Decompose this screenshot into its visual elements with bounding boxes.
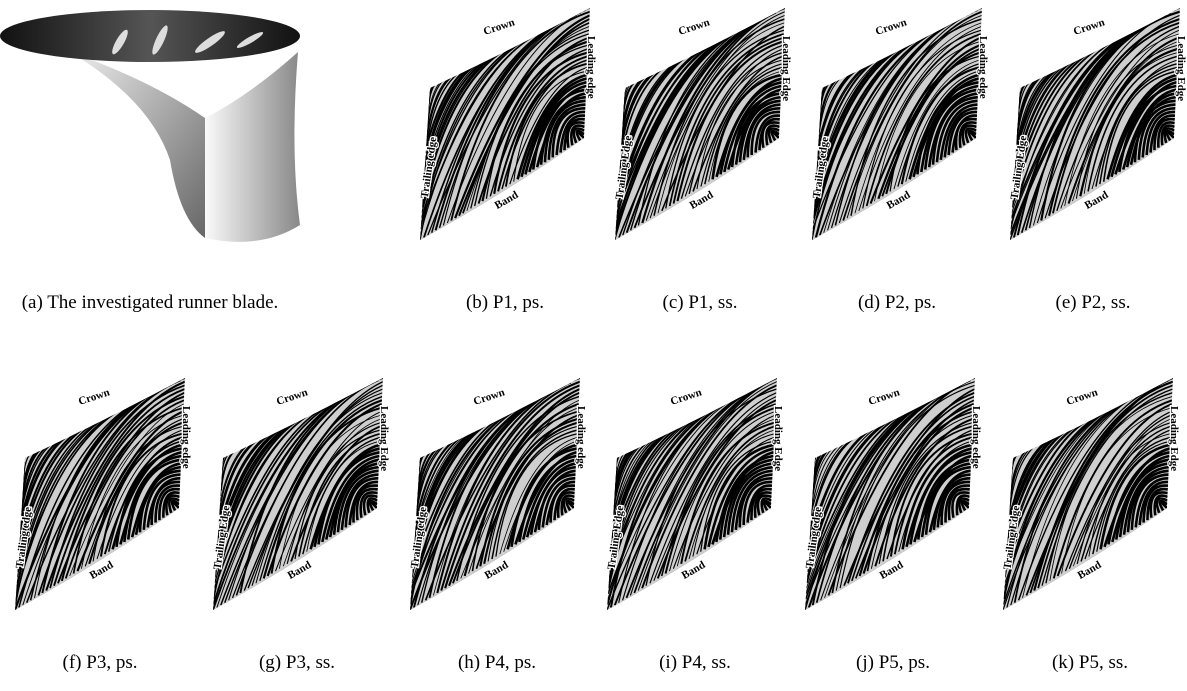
caption: (a) The investigated runner blade. <box>22 292 279 313</box>
caption: (d) P2, ps. <box>858 292 936 313</box>
leading-edge-label: Leading edge <box>970 406 982 469</box>
leading-edge-label: Leading Edge <box>378 406 390 471</box>
crown-label: Crown <box>669 386 703 407</box>
caption: (c) P1, ss. <box>663 292 738 313</box>
crown-label: Crown <box>77 386 111 407</box>
leading-edge-label: Leading edge <box>585 36 597 99</box>
crown-label: Crown <box>677 16 711 37</box>
caption: (i) P4, ss. <box>659 652 731 673</box>
caption: (e) P2, ss. <box>1056 292 1131 313</box>
crown-label: Crown <box>1065 386 1099 407</box>
leading-edge-label: Leading edge <box>977 36 989 99</box>
crown-label: Crown <box>275 386 309 407</box>
leading-edge-label: Leading edge <box>575 406 587 469</box>
crown-label: Crown <box>867 386 901 407</box>
runner-blade-image <box>0 10 300 242</box>
figure: (a) The investigated runner blade. Crown… <box>0 0 1187 691</box>
leading-edge-label: Leading Edge <box>1175 36 1187 101</box>
leading-edge-label: Leading Edge <box>772 406 784 471</box>
leading-edge-label: Leading Edge <box>780 36 792 101</box>
leading-edge-label: Leading edge <box>180 406 192 469</box>
caption: (k) P5, ss. <box>1052 652 1128 673</box>
crown-label: Crown <box>874 16 908 37</box>
crown-label: Crown <box>472 386 506 407</box>
caption: (j) P5, ps. <box>856 652 930 673</box>
crown-label: Crown <box>1072 16 1106 37</box>
caption: (h) P4, ps. <box>458 652 536 673</box>
caption: (b) P1, ps. <box>466 292 544 313</box>
leading-edge-label: Leading Edge <box>1168 406 1180 471</box>
caption: (f) P3, ps. <box>63 652 138 673</box>
crown-label: Crown <box>482 16 516 37</box>
caption: (g) P3, ss. <box>259 652 335 673</box>
